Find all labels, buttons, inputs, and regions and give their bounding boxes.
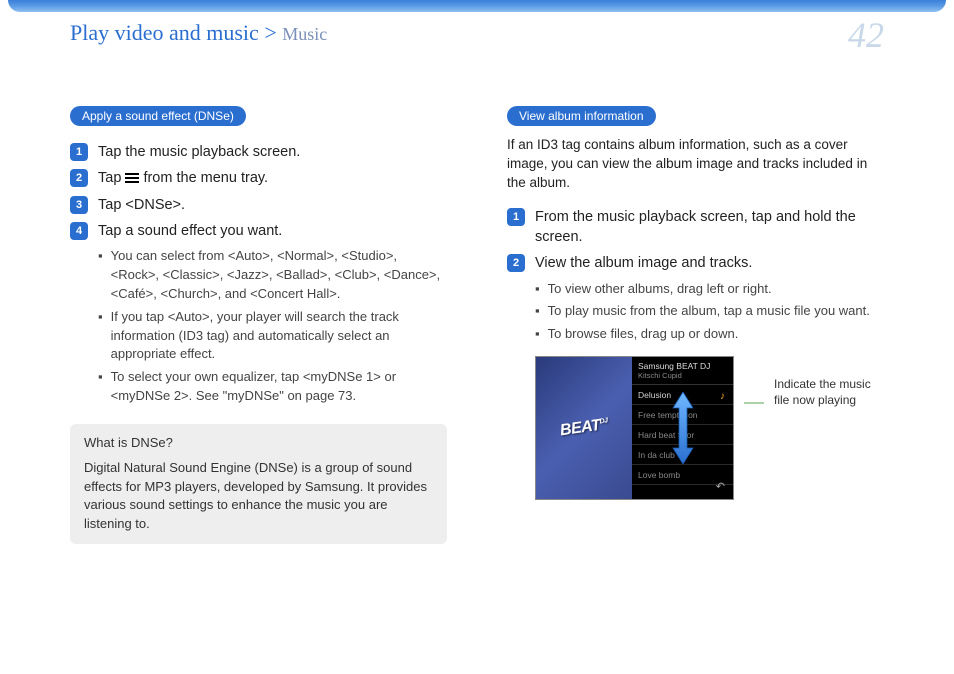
now-playing-icon: ♪: [720, 391, 725, 402]
section-pill-album: View album information: [507, 106, 656, 126]
step-text: View the album image and tracks.: [535, 253, 752, 273]
track-row: In da club: [632, 445, 733, 465]
step-badge: 2: [70, 169, 88, 187]
bullet-icon: ▪: [98, 308, 103, 365]
bullet-icon: ▪: [535, 302, 540, 321]
step-badge: 3: [70, 196, 88, 214]
note-title: What is DNSe?: [84, 434, 433, 453]
beat-logo: BEATDJ: [559, 416, 609, 441]
step-text-post: from the menu tray.: [139, 170, 268, 186]
intro-paragraph: If an ID3 tag contains album information…: [507, 136, 884, 193]
info-note-box: What is DNSe? Digital Natural Sound Engi…: [70, 424, 447, 544]
tracklist: Samsung BEAT DJ Kitschi Cupid Delusion F…: [632, 357, 733, 499]
bullet-text: To select your own equalizer, tap <myDNS…: [111, 368, 447, 406]
album-title: Samsung BEAT DJ: [638, 361, 727, 371]
note-body: Digital Natural Sound Engine (DNSe) is a…: [84, 459, 433, 534]
step-4: 4 Tap a sound effect you want.: [70, 221, 447, 241]
top-accent-bar: [8, 0, 946, 12]
track-row: Free temptation: [632, 405, 733, 425]
bullet-text: You can select from <Auto>, <Normal>, <S…: [111, 247, 447, 304]
bullet-text: To play music from the album, tap a musi…: [548, 302, 870, 321]
track-row: Hard beat floor: [632, 425, 733, 445]
album-art: BEATDJ: [536, 357, 632, 499]
logo-sub: DJ: [599, 417, 608, 425]
breadcrumb-main: Play video and music: [70, 20, 259, 45]
step-badge: 4: [70, 222, 88, 240]
page-number: 42: [848, 14, 884, 56]
bullet-text: To browse files, drag up or down.: [548, 325, 739, 344]
bullet-text: To view other albums, drag left or right…: [548, 280, 772, 299]
back-icon: ↶: [716, 480, 725, 493]
track-row: Delusion: [632, 385, 733, 405]
bullet-icon: ▪: [535, 325, 540, 344]
left-column: Apply a sound effect (DNSe) 1 Tap the mu…: [70, 106, 447, 544]
step-text: From the music playback screen, tap and …: [535, 207, 884, 248]
right-column: View album information If an ID3 tag con…: [507, 106, 884, 544]
step-badge: 1: [507, 208, 525, 226]
step-2: 2 View the album image and tracks.: [507, 253, 884, 273]
page-header: Play video and music > Music 42: [0, 20, 954, 56]
bullet-icon: ▪: [98, 368, 103, 406]
step-1: 1 From the music playback screen, tap an…: [507, 207, 884, 248]
step-text: Tap the music playback screen.: [98, 142, 300, 162]
step-text: Tap a sound effect you want.: [98, 221, 282, 241]
section-pill-dnse: Apply a sound effect (DNSe): [70, 106, 246, 126]
step-badge: 1: [70, 143, 88, 161]
menu-tray-icon: [125, 171, 139, 185]
list-item: ▪If you tap <Auto>, your player will sea…: [98, 308, 447, 365]
album-player-mock: BEATDJ Samsung BEAT DJ Kitschi Cupid Del…: [535, 356, 734, 500]
list-item: ▪To select your own equalizer, tap <myDN…: [98, 368, 447, 406]
breadcrumb: Play video and music > Music: [70, 20, 327, 46]
list-item: ▪ To view other albums, drag left or righ…: [535, 280, 884, 299]
bullet-icon: ▪: [535, 280, 540, 299]
callout-connector: [744, 399, 764, 407]
sub-bullet-list: ▪ To view other albums, drag left or righ…: [535, 280, 884, 345]
sub-bullet-list: ▪You can select from <Auto>, <Normal>, <…: [98, 247, 447, 406]
album-artist: Kitschi Cupid: [638, 371, 727, 380]
bullet-text: If you tap <Auto>, your player will sear…: [111, 308, 447, 365]
step-text: Tap <DNSe>.: [98, 195, 185, 215]
logo-text: BEAT: [559, 417, 601, 439]
album-screenshot-group: BEATDJ Samsung BEAT DJ Kitschi Cupid Del…: [535, 356, 884, 500]
breadcrumb-sub: Music: [282, 24, 327, 44]
list-item: ▪ To play music from the album, tap a mus…: [535, 302, 884, 321]
step-3: 3 Tap <DNSe>.: [70, 195, 447, 215]
step-1: 1 Tap the music playback screen.: [70, 142, 447, 162]
step-2: 2 Tap from the menu tray.: [70, 168, 447, 188]
tracklist-header: Samsung BEAT DJ Kitschi Cupid: [632, 357, 733, 385]
bullet-icon: ▪: [98, 247, 103, 304]
list-item: ▪ To browse files, drag up or down.: [535, 325, 884, 344]
list-item: ▪You can select from <Auto>, <Normal>, <…: [98, 247, 447, 304]
callout-label: Indicate the music file now playing: [774, 376, 884, 408]
step-text: Tap from the menu tray.: [98, 168, 268, 188]
step-badge: 2: [507, 254, 525, 272]
breadcrumb-arrow: >: [264, 20, 276, 45]
step-text-pre: Tap: [98, 170, 125, 186]
